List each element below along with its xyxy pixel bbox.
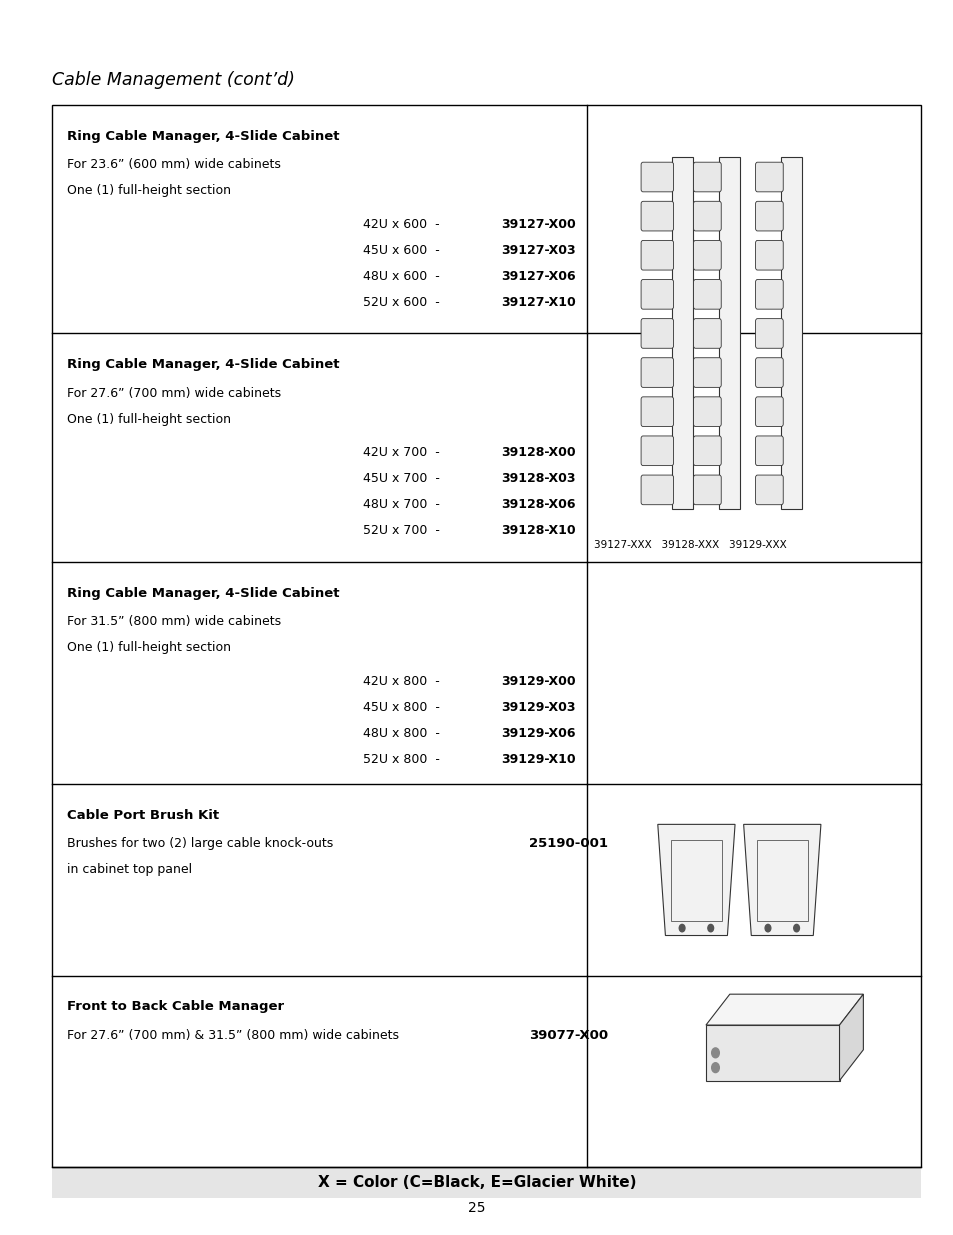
FancyBboxPatch shape xyxy=(693,396,720,426)
Text: For 23.6” (600 mm) wide cabinets: For 23.6” (600 mm) wide cabinets xyxy=(67,158,280,172)
Text: 39128-X10: 39128-X10 xyxy=(500,524,575,537)
Text: Ring Cable Manager, 4-Slide Cabinet: Ring Cable Manager, 4-Slide Cabinet xyxy=(67,130,339,143)
FancyBboxPatch shape xyxy=(693,279,720,309)
FancyBboxPatch shape xyxy=(755,358,782,388)
Bar xyxy=(719,158,740,509)
Text: in cabinet top panel: in cabinet top panel xyxy=(67,863,192,877)
FancyBboxPatch shape xyxy=(640,319,673,348)
Circle shape xyxy=(711,1062,719,1072)
Text: For 27.6” (700 mm) & 31.5” (800 mm) wide cabinets: For 27.6” (700 mm) & 31.5” (800 mm) wide… xyxy=(67,1029,398,1042)
Polygon shape xyxy=(657,825,734,936)
FancyBboxPatch shape xyxy=(693,436,720,466)
Text: Front to Back Cable Manager: Front to Back Cable Manager xyxy=(67,1000,284,1014)
Text: 39128-X00: 39128-X00 xyxy=(500,446,575,459)
Circle shape xyxy=(707,924,713,931)
Text: Cable Port Brush Kit: Cable Port Brush Kit xyxy=(67,809,218,823)
Text: 25: 25 xyxy=(468,1200,485,1215)
Text: For 27.6” (700 mm) wide cabinets: For 27.6” (700 mm) wide cabinets xyxy=(67,387,280,400)
Text: 39129-X03: 39129-X03 xyxy=(500,700,575,714)
Text: One (1) full-height section: One (1) full-height section xyxy=(67,412,231,426)
Polygon shape xyxy=(705,994,862,1025)
FancyBboxPatch shape xyxy=(755,396,782,426)
FancyBboxPatch shape xyxy=(755,279,782,309)
Text: 42U x 700  -: 42U x 700 - xyxy=(362,446,447,459)
Text: 52U x 800  -: 52U x 800 - xyxy=(362,752,447,766)
Text: 39077-X00: 39077-X00 xyxy=(529,1029,608,1042)
FancyBboxPatch shape xyxy=(640,358,673,388)
Polygon shape xyxy=(743,825,820,936)
FancyBboxPatch shape xyxy=(755,201,782,231)
Text: 39127-X06: 39127-X06 xyxy=(500,269,575,283)
Bar xyxy=(671,158,692,509)
Circle shape xyxy=(679,924,684,931)
Text: Brushes for two (2) large cable knock-outs: Brushes for two (2) large cable knock-ou… xyxy=(67,837,333,851)
Text: 48U x 700  -: 48U x 700 - xyxy=(362,498,447,511)
Text: 52U x 600  -: 52U x 600 - xyxy=(362,295,447,309)
Text: Ring Cable Manager, 4-Slide Cabinet: Ring Cable Manager, 4-Slide Cabinet xyxy=(67,358,339,372)
Text: 48U x 800  -: 48U x 800 - xyxy=(362,726,447,740)
FancyBboxPatch shape xyxy=(755,475,782,505)
FancyBboxPatch shape xyxy=(640,279,673,309)
Bar xyxy=(52,1167,920,1198)
Text: 39128-X06: 39128-X06 xyxy=(500,498,575,511)
Text: 39128-X03: 39128-X03 xyxy=(500,472,575,485)
Text: 45U x 600  -: 45U x 600 - xyxy=(362,243,447,257)
Text: 39127-X10: 39127-X10 xyxy=(500,295,575,309)
FancyBboxPatch shape xyxy=(755,436,782,466)
Bar xyxy=(781,158,801,509)
Text: 39127-X00: 39127-X00 xyxy=(500,217,575,231)
Text: For 31.5” (800 mm) wide cabinets: For 31.5” (800 mm) wide cabinets xyxy=(67,615,280,629)
FancyBboxPatch shape xyxy=(640,396,673,426)
Text: 45U x 700  -: 45U x 700 - xyxy=(362,472,447,485)
FancyBboxPatch shape xyxy=(693,241,720,270)
Text: 48U x 600  -: 48U x 600 - xyxy=(362,269,447,283)
Text: One (1) full-height section: One (1) full-height section xyxy=(67,184,231,198)
Polygon shape xyxy=(839,994,862,1081)
FancyBboxPatch shape xyxy=(640,201,673,231)
Bar xyxy=(757,841,806,921)
FancyBboxPatch shape xyxy=(693,201,720,231)
Bar xyxy=(705,1025,839,1081)
FancyBboxPatch shape xyxy=(755,241,782,270)
FancyBboxPatch shape xyxy=(640,162,673,191)
FancyBboxPatch shape xyxy=(693,162,720,191)
FancyBboxPatch shape xyxy=(755,319,782,348)
Text: 45U x 800  -: 45U x 800 - xyxy=(362,700,447,714)
FancyBboxPatch shape xyxy=(693,319,720,348)
Text: Cable Management (cont’d): Cable Management (cont’d) xyxy=(52,70,295,89)
Bar xyxy=(670,841,720,921)
Text: 39129-X00: 39129-X00 xyxy=(500,674,575,688)
Text: 39129-X06: 39129-X06 xyxy=(500,726,575,740)
Text: 52U x 700  -: 52U x 700 - xyxy=(362,524,447,537)
FancyBboxPatch shape xyxy=(640,436,673,466)
Circle shape xyxy=(764,924,770,931)
Text: X = Color (C=Black, E=Glacier White): X = Color (C=Black, E=Glacier White) xyxy=(317,1174,636,1191)
FancyBboxPatch shape xyxy=(693,475,720,505)
Text: 42U x 600  -: 42U x 600 - xyxy=(362,217,447,231)
Text: 39127-XXX   39128-XXX   39129-XXX: 39127-XXX 39128-XXX 39129-XXX xyxy=(594,540,786,550)
Text: Ring Cable Manager, 4-Slide Cabinet: Ring Cable Manager, 4-Slide Cabinet xyxy=(67,587,339,600)
FancyBboxPatch shape xyxy=(693,358,720,388)
FancyBboxPatch shape xyxy=(640,241,673,270)
Circle shape xyxy=(793,924,799,931)
FancyBboxPatch shape xyxy=(755,162,782,191)
FancyBboxPatch shape xyxy=(640,475,673,505)
Bar xyxy=(52,105,920,1167)
Text: 39129-X10: 39129-X10 xyxy=(500,752,575,766)
Text: 39127-X03: 39127-X03 xyxy=(500,243,575,257)
Text: 25190-001: 25190-001 xyxy=(529,837,608,851)
Text: One (1) full-height section: One (1) full-height section xyxy=(67,641,231,655)
Circle shape xyxy=(711,1047,719,1057)
Text: 42U x 800  -: 42U x 800 - xyxy=(362,674,447,688)
